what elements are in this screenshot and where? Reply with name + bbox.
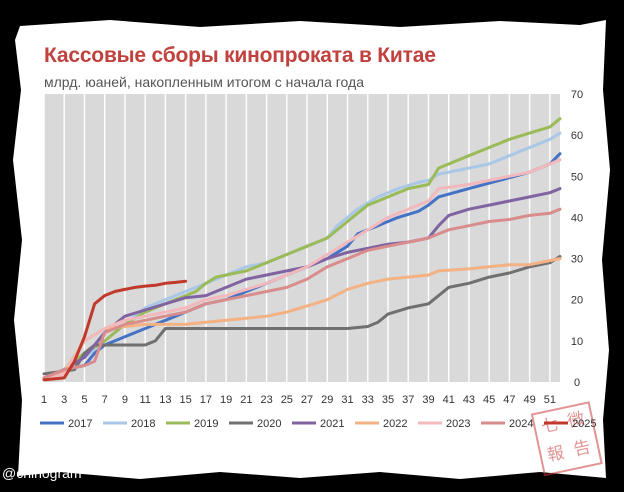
- x-tick-label: 17: [200, 394, 212, 406]
- x-tick-label: 51: [544, 394, 556, 406]
- legend-item-2025: 2025: [544, 418, 596, 430]
- legend-label: 2017: [68, 418, 92, 430]
- stamp-glyph: 告: [572, 437, 593, 459]
- x-tick-label: 15: [180, 394, 192, 406]
- credit-handle: @chinogram: [2, 465, 82, 481]
- y-tick-label: 30: [571, 254, 583, 266]
- y-tick-label: 0: [574, 377, 580, 389]
- series-line-2020: [42, 255, 562, 376]
- x-tick-label: 25: [281, 394, 293, 406]
- y-tick-label: 20: [571, 295, 583, 307]
- legend: 2017 2018 2019 2020 2021 2022 2023 2024 2025: [40, 418, 596, 430]
- x-tick-label: 1: [41, 394, 47, 406]
- y-tick-label: 10: [571, 336, 583, 348]
- x-tick-label: 31: [341, 394, 353, 406]
- chart-title: Кассовые сборы кинопроката в Китае: [44, 44, 436, 67]
- x-tick-label: 37: [402, 394, 414, 406]
- x-tick-label: 29: [321, 394, 333, 406]
- y-tick-label: 50: [571, 171, 583, 183]
- x-tick-label: 3: [61, 394, 67, 406]
- x-tick-label: 35: [382, 394, 394, 406]
- stamp-border: [530, 401, 603, 477]
- y-axis-ticks: 0 10 20 30 40 50 60 70: [571, 89, 583, 389]
- y-tick-label: 60: [571, 130, 583, 142]
- legend-label: 2020: [257, 418, 281, 430]
- vertical-gridlines: [43, 94, 551, 382]
- y-tick-label: 70: [571, 89, 583, 101]
- legend-item-2022: 2022: [355, 418, 407, 430]
- legend-item-2023: 2023: [418, 418, 470, 430]
- legend-label: 2018: [131, 418, 155, 430]
- x-tick-label: 27: [301, 394, 313, 406]
- x-tick-label: 39: [422, 394, 434, 406]
- watermark-stamp: 七微報告: [530, 401, 603, 477]
- legend-item-2018: 2018: [103, 418, 155, 430]
- stamp-glyph: 七: [539, 415, 560, 437]
- legend-label: 2023: [446, 418, 470, 430]
- legend-label: 2021: [320, 418, 344, 430]
- series-line-2023: [42, 158, 562, 380]
- legend-label: 2024: [509, 418, 533, 430]
- legend-item-2019: 2019: [166, 418, 218, 430]
- legend-label: 2025: [572, 418, 596, 430]
- legend-item-2020: 2020: [229, 418, 281, 430]
- series-lines: [42, 117, 562, 382]
- series-line-2022: [42, 257, 562, 380]
- x-tick-label: 23: [260, 394, 272, 406]
- x-tick-label: 49: [524, 394, 536, 406]
- x-tick-label: 11: [139, 394, 150, 406]
- x-tick-label: 33: [362, 394, 374, 406]
- stamp-glyph: 報: [545, 443, 566, 465]
- legend-label: 2022: [383, 418, 407, 430]
- x-tick-label: 7: [102, 394, 108, 406]
- x-tick-label: 19: [220, 394, 232, 406]
- series-line-2021: [42, 187, 562, 380]
- stamp-glyph: 微: [566, 409, 587, 431]
- legend-item-2017: 2017: [40, 418, 92, 430]
- x-tick-label: 5: [81, 394, 87, 406]
- x-tick-label: 47: [503, 394, 515, 406]
- x-axis-ticks: 1 3 5 7 9 11 13 15 17 19 21 23 25 27 29 31 33 35 37 39 41 43 4…: [41, 394, 556, 406]
- x-tick-label: 45: [483, 394, 495, 406]
- series-line-2025: [42, 279, 188, 382]
- x-tick-label: 21: [240, 394, 252, 406]
- x-tick-label: 43: [463, 394, 475, 406]
- x-tick-label: 41: [443, 394, 455, 406]
- x-tick-label: 9: [122, 394, 128, 406]
- x-tick-label: 13: [159, 394, 171, 406]
- legend-label: 2019: [194, 418, 218, 430]
- series-line-2024: [42, 207, 562, 380]
- legend-item-2024: 2024: [481, 418, 533, 430]
- legend-item-2021: 2021: [292, 418, 344, 430]
- y-tick-label: 40: [571, 212, 583, 224]
- chart-subtitle: млрд. юаней, накопленным итогом с начала…: [44, 74, 364, 90]
